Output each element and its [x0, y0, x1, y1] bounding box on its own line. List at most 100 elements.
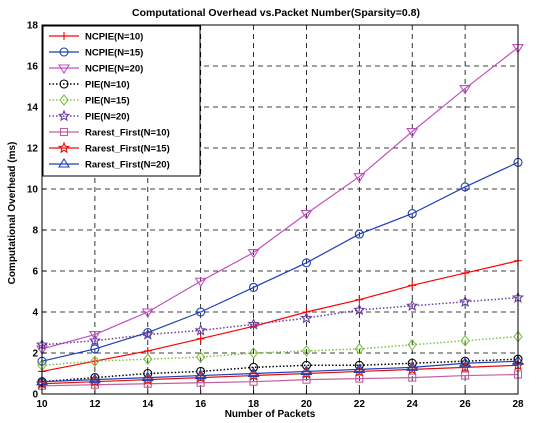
y-tick-label: 0 [32, 390, 38, 401]
data-point [459, 295, 472, 307]
legend-label: NCPIE(N=20) [85, 64, 143, 75]
y-tick-label: 12 [27, 144, 39, 155]
data-point [408, 281, 417, 290]
legend-item: Rarest_First(N=15) [49, 141, 170, 155]
data-point [461, 269, 470, 278]
data-point [195, 351, 206, 363]
data-point [353, 363, 366, 373]
data-point [196, 307, 206, 317]
y-tick-label: 2 [32, 349, 38, 360]
legend-item: PIE(N=20) [49, 109, 130, 123]
series-line [41, 364, 519, 385]
data-point [460, 356, 470, 366]
data-point [460, 182, 470, 192]
data-point [355, 295, 364, 304]
series-layer [35, 44, 525, 390]
legend-item: Rarest_First(N=10) [49, 128, 170, 139]
series-line [41, 373, 519, 387]
data-point [353, 173, 366, 183]
y-tick-label: 8 [32, 226, 38, 237]
x-axis-label: Number of Packets [225, 409, 316, 420]
data-point [88, 331, 101, 341]
legend-item: Rarest_First(N=20) [49, 157, 170, 171]
legend-label: Rarest_First(N=20) [85, 160, 170, 171]
series-line [41, 47, 519, 350]
x-tick-label: 18 [248, 399, 260, 410]
legend-item: PIE(N=10) [49, 79, 130, 91]
y-tick-label: 10 [27, 185, 39, 196]
x-tick-label: 14 [142, 399, 154, 410]
data-point [406, 361, 419, 371]
y-tick-label: 16 [27, 62, 39, 73]
legend-label: NCPIE(N=10) [85, 32, 143, 43]
legend-item: NCPIE(N=20) [49, 64, 143, 75]
plot-frame [41, 24, 519, 395]
y-tick-label: 6 [32, 267, 38, 278]
x-tick-label: 20 [301, 399, 313, 410]
data-point [355, 374, 364, 383]
data-point [88, 334, 101, 346]
legend-marker [57, 109, 71, 122]
legend-marker [59, 94, 69, 106]
data-point [247, 317, 260, 330]
data-point [194, 369, 207, 380]
series-line [41, 296, 519, 346]
legend-marker [57, 141, 71, 154]
legend-label: Rarest_First(N=15) [85, 144, 170, 155]
legend-marker [59, 47, 69, 57]
data-point [460, 334, 470, 347]
data-point [301, 345, 312, 357]
data-point [408, 373, 417, 382]
data-point [196, 334, 205, 343]
data-point [459, 357, 472, 367]
x-tick-label: 12 [89, 399, 101, 410]
data-point [194, 277, 207, 288]
series-line [41, 260, 519, 373]
data-point [354, 229, 364, 239]
data-point [247, 367, 260, 378]
data-point [141, 371, 154, 382]
legend-label: PIE(N=10) [85, 80, 130, 91]
data-point [88, 373, 101, 384]
y-tick-label: 14 [27, 103, 39, 114]
legend-item: NCPIE(N=15) [49, 47, 143, 59]
legend-label: Rarest_First(N=10) [85, 128, 170, 139]
legend-marker [58, 157, 70, 168]
data-point [459, 85, 472, 95]
data-point [300, 365, 313, 375]
data-point [249, 282, 259, 292]
legend-marker [58, 64, 70, 75]
x-tick-label: 16 [195, 399, 207, 410]
legend-marker [59, 79, 69, 89]
y-axis-label: Computational Overhead (ms) [7, 142, 18, 285]
data-point [353, 303, 366, 316]
series-line [41, 358, 519, 383]
legend-item: NCPIE(N=10) [49, 32, 143, 43]
data-point [406, 128, 419, 138]
legend-item: PIE(N=15) [49, 94, 130, 107]
data-point [300, 210, 313, 220]
data-point [407, 209, 417, 219]
data-point [406, 299, 419, 312]
chart-title: Computational Overhead vs.Packet Number(… [132, 7, 420, 19]
data-point [90, 344, 100, 354]
data-point [248, 347, 259, 359]
legend-label: PIE(N=20) [85, 112, 130, 123]
data-point [461, 371, 470, 380]
y-tick-label: 4 [32, 308, 38, 319]
data-point [301, 258, 311, 268]
data-point [90, 355, 100, 368]
x-tick-label: 26 [460, 399, 472, 410]
data-point [247, 249, 260, 259]
x-tick-label: 24 [407, 399, 419, 410]
series-line [41, 335, 519, 367]
x-tick-label: 10 [36, 399, 48, 410]
data-point [354, 343, 365, 355]
data-point [407, 338, 417, 351]
data-point [300, 311, 313, 324]
data-point [141, 308, 154, 319]
legend: NCPIE(N=10) NCPIE(N=15) NCPIE(N=20) PIE(N=1… [42, 25, 201, 177]
legend-label: NCPIE(N=15) [85, 48, 143, 59]
